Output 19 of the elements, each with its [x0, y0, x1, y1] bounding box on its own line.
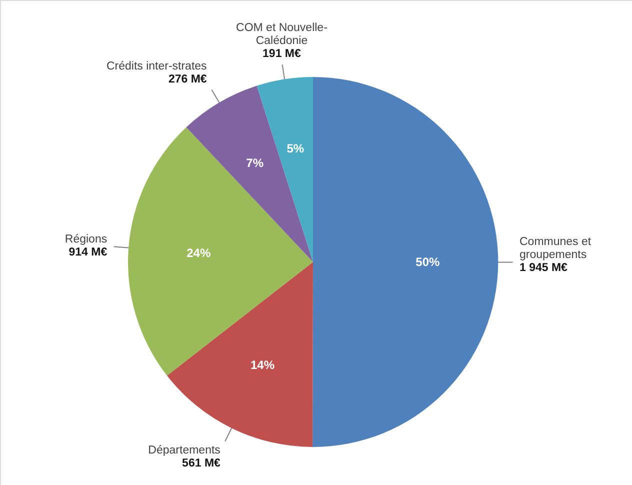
data-label: 914 M€: [68, 246, 108, 258]
text: 14%: [250, 358, 275, 372]
pie-slice: [128, 127, 313, 376]
text: 7%: [246, 156, 264, 170]
slice-label: Crédits inter-strates: [106, 60, 208, 73]
pie-slice: [312, 77, 498, 447]
data-label: 1 945 M€: [520, 262, 568, 274]
slice-label: COM et Nouvelle-Calédonie: [236, 22, 328, 47]
text: 50%: [416, 255, 440, 270]
slice-label: Régions: [64, 233, 108, 246]
slice-label: Départements: [148, 444, 221, 457]
data-label: 276 M€: [168, 74, 208, 86]
data-label: 561 M€: [182, 458, 222, 470]
pie-slice: [167, 262, 313, 447]
text: 5%: [286, 142, 304, 156]
text: 24%: [186, 246, 211, 260]
pie-slice: [186, 86, 313, 262]
slice-label: Communes et groupements: [520, 236, 592, 262]
data-label: 191 M€: [262, 48, 302, 60]
